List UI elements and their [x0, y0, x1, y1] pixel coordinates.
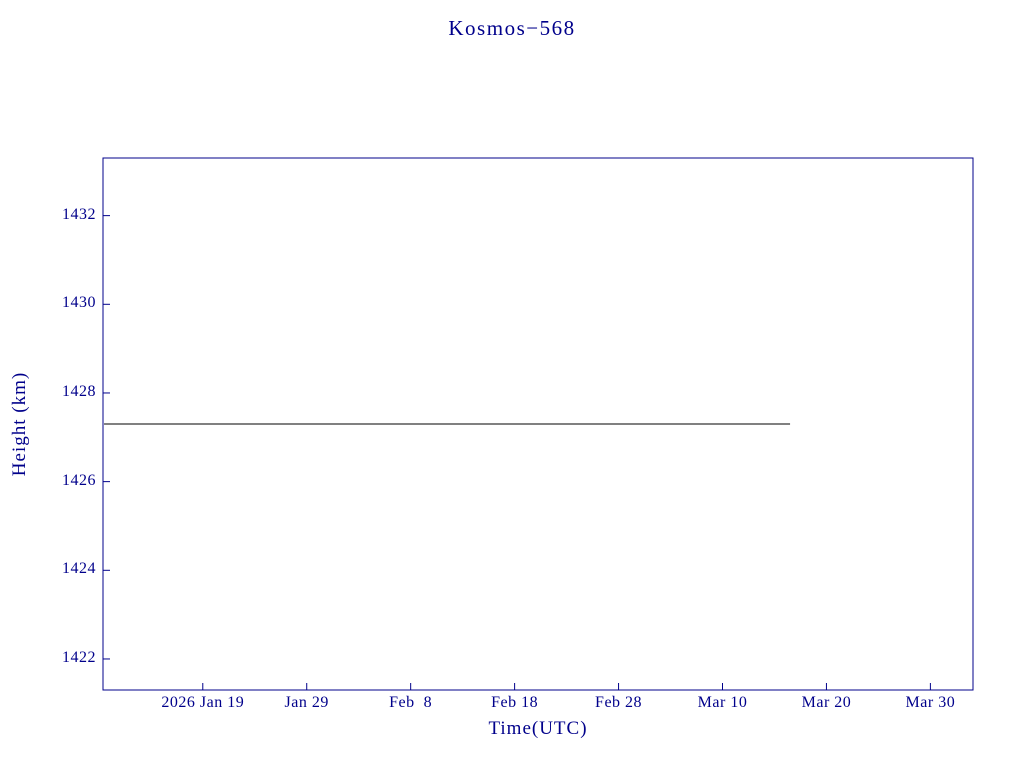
x-tick-label: Mar 10	[697, 694, 748, 711]
x-tick-label: Feb 8	[389, 694, 433, 711]
plot-frame	[102, 157, 974, 691]
x-tick-label: Jan 29	[284, 694, 329, 711]
x-tick-label: Feb 18	[491, 694, 539, 711]
y-tick-label: 1424	[62, 560, 96, 578]
y-tick-label: 1430	[62, 294, 96, 312]
x-tick-label: Feb 28	[595, 694, 643, 711]
x-tick-label: Mar 30	[905, 694, 956, 711]
y-tick-label: 1426	[62, 471, 96, 489]
y-tick-label: 1432	[62, 205, 96, 223]
x-tick-label: Mar 20	[801, 694, 852, 711]
chart-title: Kosmos−568	[448, 16, 576, 40]
y-tick-label: 1422	[62, 648, 96, 666]
x-tick-label: 2026 Jan 19	[161, 694, 245, 711]
x-axis-label: Time(UTC)	[488, 718, 588, 739]
y-tick-label: 1428	[62, 382, 96, 400]
